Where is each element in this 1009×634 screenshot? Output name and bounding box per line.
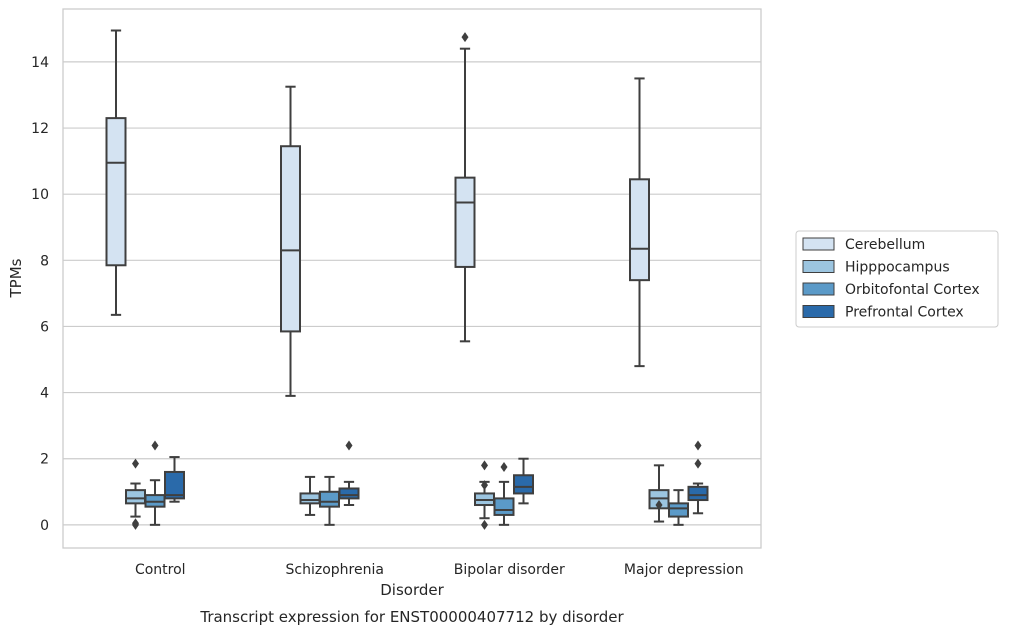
box-prefrontal-cortex bbox=[513, 457, 534, 505]
box-iqr bbox=[668, 502, 689, 518]
x-tick-label: Schizophrenia bbox=[286, 562, 384, 578]
legend-label: Orbitofontal Cortex bbox=[845, 282, 980, 298]
outlier-point bbox=[481, 519, 488, 530]
x-tick-label: Major depression bbox=[624, 562, 744, 578]
box-iqr bbox=[299, 492, 321, 505]
y-tick-label: 0 bbox=[40, 518, 49, 534]
box-iqr bbox=[493, 497, 515, 516]
box-iqr bbox=[164, 470, 185, 500]
box-cerebellum bbox=[280, 85, 301, 397]
box-iqr bbox=[454, 176, 476, 268]
box-iqr bbox=[125, 489, 146, 505]
box-orbitofontal-cortex bbox=[144, 440, 166, 526]
box-orbitofontal-cortex bbox=[319, 475, 340, 526]
y-tick-label: 10 bbox=[31, 187, 49, 203]
y-tick-label: 8 bbox=[40, 253, 49, 269]
box-hipppocampus bbox=[125, 458, 146, 530]
x-tick-label: Control bbox=[135, 562, 186, 578]
outlier-point bbox=[151, 440, 159, 451]
x-axis-label: Disorder bbox=[380, 581, 444, 599]
outlier-point bbox=[132, 458, 139, 469]
box-hipppocampus bbox=[299, 475, 321, 516]
outlier-point bbox=[655, 500, 663, 511]
legend-swatch bbox=[802, 305, 835, 318]
box-hipppocampus bbox=[474, 460, 495, 530]
box-iqr bbox=[280, 145, 301, 333]
legend-label: Hipppocampus bbox=[845, 260, 950, 276]
outlier-point bbox=[132, 519, 139, 530]
legend-swatch bbox=[802, 260, 835, 273]
outlier-point bbox=[481, 460, 488, 471]
box-prefrontal-cortex bbox=[164, 456, 185, 503]
y-tick-label: 2 bbox=[40, 452, 49, 468]
outlier-point bbox=[694, 458, 702, 469]
box-prefrontal-cortex bbox=[687, 440, 709, 515]
y-tick-label: 6 bbox=[40, 319, 49, 335]
legend: Cerebellum Hipppocampus Orbitofontal Corte… bbox=[795, 230, 999, 328]
box-iqr bbox=[338, 487, 360, 500]
legend-swatch bbox=[802, 237, 835, 251]
box-iqr bbox=[319, 490, 340, 508]
box-iqr bbox=[105, 117, 127, 267]
outlier-point bbox=[694, 440, 702, 451]
y-tick-label: 4 bbox=[40, 386, 49, 402]
chart-title: Transcript expression for ENST0000040771… bbox=[199, 608, 624, 626]
box-hipppocampus bbox=[648, 464, 670, 523]
legend-label: Prefrontal Cortex bbox=[845, 305, 964, 321]
outlier-point bbox=[345, 440, 353, 451]
legend-label: Cerebellum bbox=[845, 237, 925, 253]
box-iqr bbox=[687, 485, 709, 502]
grid-lines bbox=[63, 61, 761, 526]
box-iqr bbox=[513, 474, 534, 495]
box-cerebellum bbox=[105, 29, 127, 316]
box-orbitofontal-cortex bbox=[668, 489, 689, 526]
x-tick-labels: Control Schizophrenia Bipolar disorder Majo… bbox=[135, 562, 744, 578]
outlier-point bbox=[481, 480, 488, 491]
legend-frame bbox=[795, 230, 999, 328]
x-tick-label: Bipolar disorder bbox=[454, 562, 565, 578]
y-tick-label: 14 bbox=[31, 55, 49, 71]
y-tick-label: 12 bbox=[31, 121, 49, 137]
outlier-point bbox=[461, 32, 469, 43]
box-cerebellum bbox=[454, 32, 476, 343]
box-prefrontal-cortex bbox=[338, 440, 360, 507]
plot-frame bbox=[62, 8, 762, 549]
y-axis-label: TPMs bbox=[7, 258, 25, 298]
legend-swatch bbox=[802, 282, 835, 296]
box-groups bbox=[105, 29, 709, 530]
box-iqr bbox=[629, 178, 650, 282]
box-orbitofontal-cortex bbox=[493, 461, 515, 526]
box-cerebellum bbox=[629, 77, 650, 368]
outlier-point bbox=[500, 461, 508, 472]
y-tick-labels: 0 2 4 6 8 10 12 14 bbox=[31, 55, 49, 534]
